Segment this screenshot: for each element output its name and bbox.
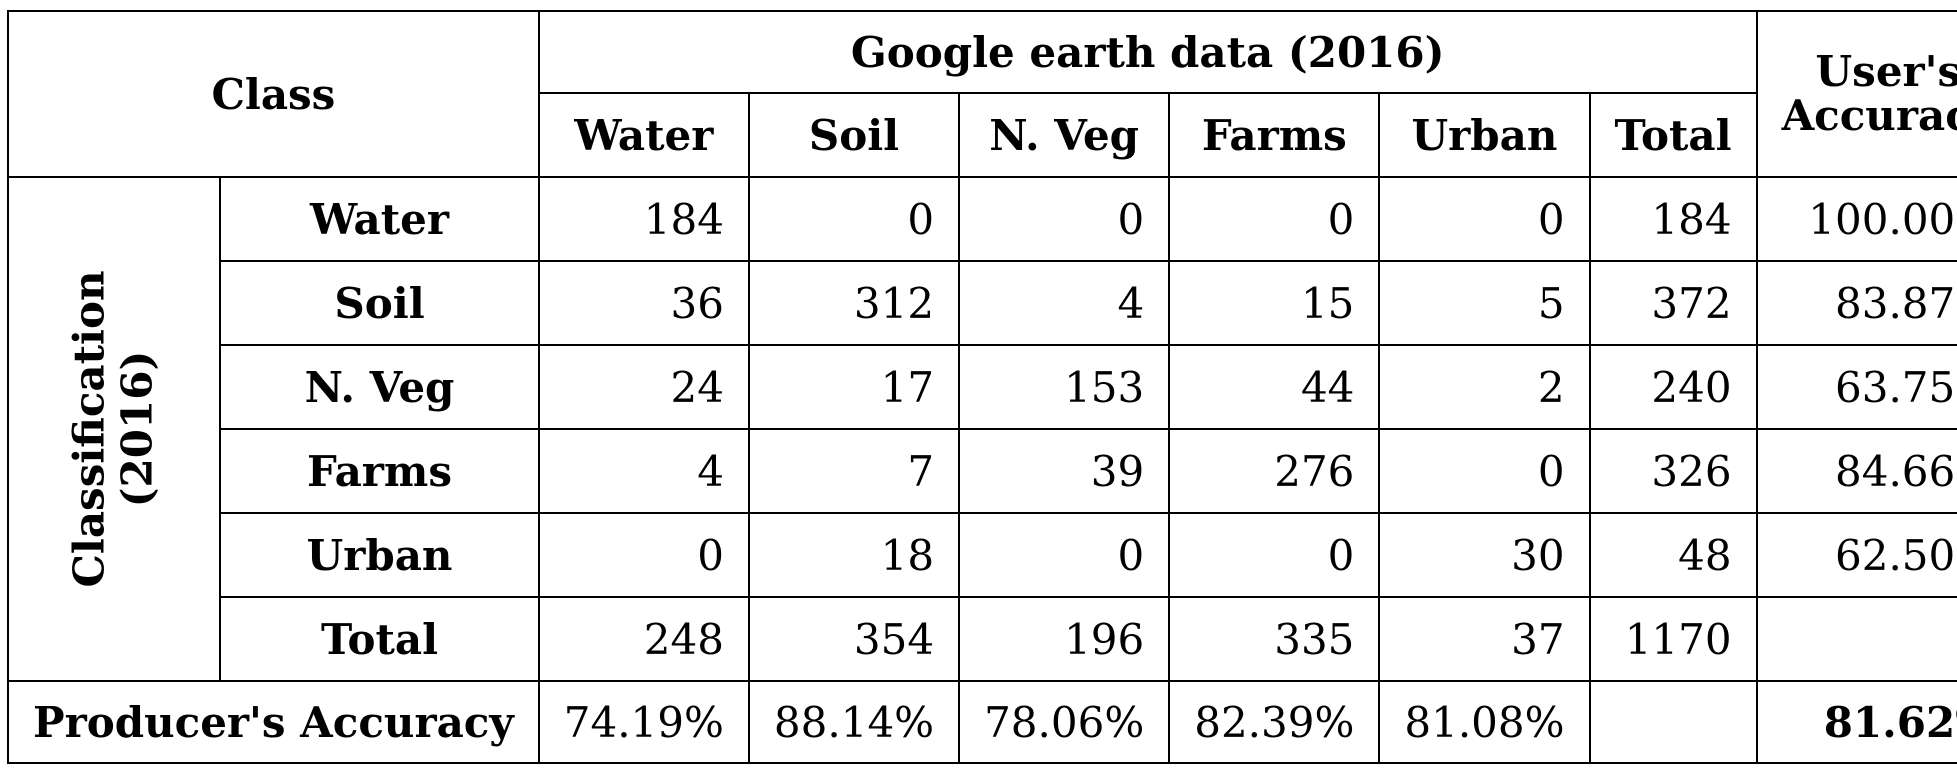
users-accuracy-header-line1: User's bbox=[1815, 46, 1957, 96]
table-cell: 312 bbox=[747, 260, 961, 346]
producers-accuracy-cell bbox=[1588, 680, 1758, 764]
producers-accuracy-cell: 82.39% bbox=[1168, 680, 1381, 764]
confusion-matrix-table: Class Google earth data (2016) User's Ac… bbox=[6, 10, 1957, 764]
table-cell: 0 bbox=[1168, 512, 1381, 598]
table-cell: 17 bbox=[747, 344, 961, 430]
table-cell: 5 bbox=[1378, 260, 1591, 346]
row-group-line2: (2016) bbox=[113, 350, 163, 508]
table-row: N. Veg 24 17 153 44 2 240 63.75% bbox=[8, 344, 1957, 430]
table-cell: 248 bbox=[537, 596, 750, 682]
column-header-n-veg: N. Veg bbox=[958, 92, 1171, 178]
column-header-farms: Farms bbox=[1168, 92, 1381, 178]
table-cell: 0 bbox=[1168, 176, 1381, 262]
producers-accuracy-cell: 81.08% bbox=[1378, 680, 1591, 764]
column-header-total: Total bbox=[1588, 92, 1758, 178]
row-label: Water bbox=[219, 176, 540, 262]
table-cell: 153 bbox=[958, 344, 1171, 430]
table-row: Urban 0 18 0 0 30 48 62.50% bbox=[8, 512, 1957, 598]
table-cell: 0 bbox=[958, 512, 1171, 598]
table-cell: 4 bbox=[537, 428, 750, 514]
users-accuracy-cell: 100.00% bbox=[1755, 176, 1957, 262]
producers-accuracy-cell: 88.14% bbox=[747, 680, 961, 764]
row-label: Urban bbox=[219, 512, 540, 598]
header-row-2: Water Soil N. Veg Farms Urban Total bbox=[8, 92, 1957, 178]
table-cell: 354 bbox=[747, 596, 961, 682]
table-cell: 276 bbox=[1168, 428, 1381, 514]
overall-accuracy-cell: 81.62% bbox=[1755, 680, 1957, 764]
table-cell: 7 bbox=[747, 428, 961, 514]
table-cell: 240 bbox=[1588, 344, 1758, 430]
users-accuracy-header: User's Accuracy bbox=[1755, 10, 1957, 178]
producers-accuracy-cell: 78.06% bbox=[958, 680, 1171, 764]
total-row: Total 248 354 196 335 37 1170 bbox=[8, 596, 1957, 682]
header-row-1: Class Google earth data (2016) User's Ac… bbox=[7, 10, 1957, 178]
table-cell: 18 bbox=[747, 512, 961, 598]
producers-accuracy-label: Producer's Accuracy bbox=[7, 680, 540, 764]
table-cell: 2 bbox=[1378, 344, 1591, 430]
table-cell: 184 bbox=[537, 176, 750, 262]
table-cell: 44 bbox=[1168, 344, 1381, 430]
producers-accuracy-cell: 74.19% bbox=[537, 680, 750, 764]
users-accuracy-cell: 63.75% bbox=[1755, 344, 1957, 430]
table-cell: 37 bbox=[1378, 596, 1591, 682]
row-label: Farms bbox=[219, 428, 540, 514]
row-group-label: Classification (2016) bbox=[6, 176, 222, 682]
reference-header: Google earth data (2016) bbox=[537, 10, 1758, 94]
users-accuracy-cell: 84.66% bbox=[1755, 428, 1957, 514]
table-cell: 30 bbox=[1378, 512, 1591, 598]
table-cell: 39 bbox=[958, 428, 1171, 514]
table-cell: 4 bbox=[958, 260, 1171, 346]
table-cell: 372 bbox=[1588, 260, 1758, 346]
table-cell: 0 bbox=[537, 512, 750, 598]
row-label: Total bbox=[219, 596, 540, 682]
table-cell: 184 bbox=[1588, 176, 1758, 262]
table-cell: 48 bbox=[1588, 512, 1758, 598]
row-label: Soil bbox=[219, 260, 540, 346]
table-cell: 0 bbox=[747, 176, 961, 262]
users-accuracy-cell: 62.50% bbox=[1755, 512, 1957, 598]
users-accuracy-cell: 83.87% bbox=[1755, 260, 1957, 346]
table-cell: 335 bbox=[1168, 596, 1381, 682]
table-row: Classification (2016) Water 184 0 0 0 0 … bbox=[6, 176, 1957, 682]
column-header-water: Water bbox=[537, 92, 750, 178]
users-accuracy-cell bbox=[1755, 596, 1957, 682]
table-cell: 15 bbox=[1168, 260, 1381, 346]
table-row: Soil 36 312 4 15 5 372 83.87% bbox=[8, 260, 1957, 346]
table-cell: 36 bbox=[537, 260, 750, 346]
row-label: N. Veg bbox=[219, 344, 540, 430]
table-cell: 326 bbox=[1588, 428, 1758, 514]
column-header-soil: Soil bbox=[747, 92, 961, 178]
row-group-line1: Classification bbox=[64, 270, 114, 588]
users-accuracy-header-line2: Accuracy bbox=[1781, 91, 1957, 140]
table-cell: 0 bbox=[1378, 428, 1591, 514]
table-row: Farms 4 7 39 276 0 326 84.66% bbox=[8, 428, 1957, 514]
table-cell: 0 bbox=[958, 176, 1171, 262]
column-header-urban: Urban bbox=[1378, 92, 1591, 178]
table-cell: 0 bbox=[1378, 176, 1591, 262]
table-cell: 1170 bbox=[1588, 596, 1758, 682]
class-header: Class bbox=[7, 10, 540, 178]
producers-accuracy-row: Producer's Accuracy 74.19% 88.14% 78.06%… bbox=[7, 680, 1957, 764]
table-cell: 24 bbox=[537, 344, 750, 430]
table-cell: 196 bbox=[958, 596, 1171, 682]
